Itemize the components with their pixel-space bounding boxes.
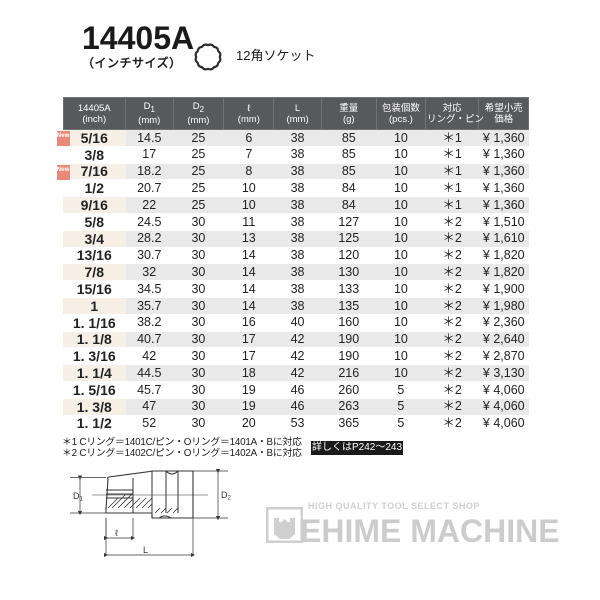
svg-text:D2: D2 — [221, 490, 232, 502]
svg-text:ℓ: ℓ — [115, 528, 119, 538]
svg-text:L: L — [143, 545, 148, 555]
svg-text:D1: D1 — [73, 491, 84, 503]
